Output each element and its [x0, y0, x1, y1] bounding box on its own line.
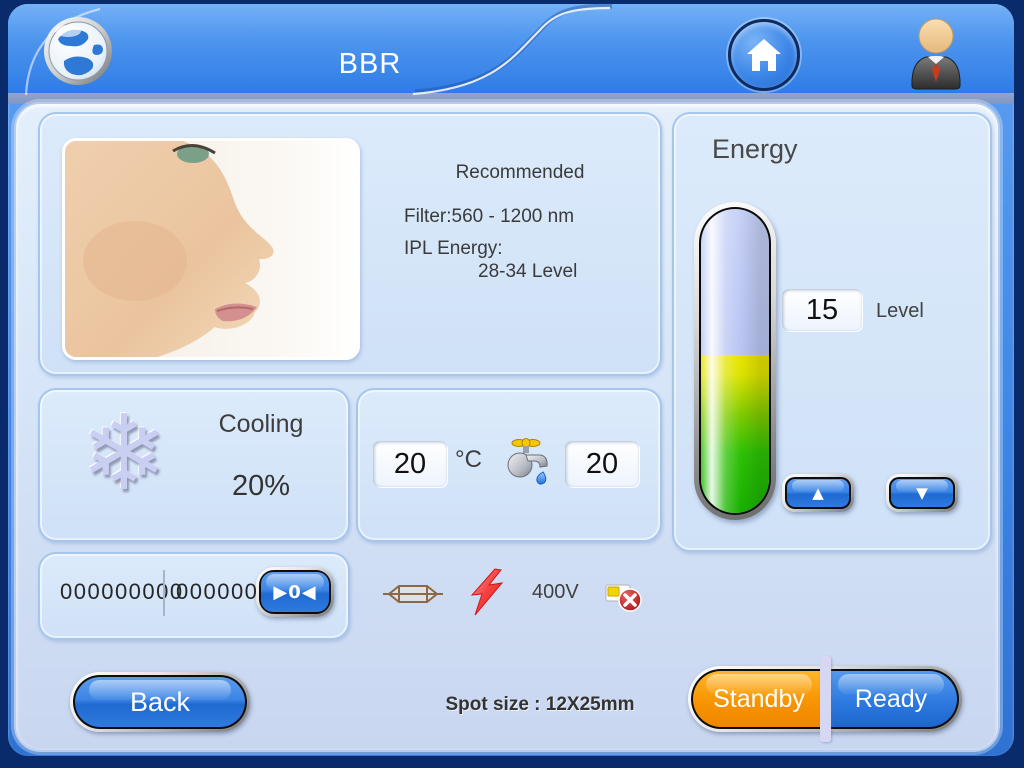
home-icon: [747, 39, 781, 71]
energy-title: Energy: [712, 134, 798, 164]
ipl-energy-value: 28-34 Level: [478, 261, 578, 282]
total-shot-counter: 000000000: [60, 579, 184, 604]
ipl-energy-label: IPL Energy:: [404, 238, 503, 259]
up-arrow-icon: ▲: [787, 479, 849, 507]
temperature-field[interactable]: 20: [373, 441, 447, 487]
voltage-status-label: 400V: [532, 581, 579, 603]
session-shot-counter: 000000: [176, 579, 259, 604]
energy-up-button[interactable]: ▲: [782, 474, 854, 512]
user-button[interactable]: [906, 12, 966, 90]
back-button[interactable]: Back: [70, 672, 250, 732]
page-title: BBR: [338, 48, 402, 80]
cooling-percent: 20%: [231, 470, 291, 502]
cooling-panel: [38, 388, 350, 542]
reset-zero-icon: ▶0◀: [261, 572, 329, 612]
card-disabled-icon: [604, 578, 642, 614]
counter-divider: [163, 570, 165, 616]
globe-icon[interactable]: [42, 15, 114, 87]
energy-level-label: Level: [876, 300, 924, 322]
back-button-label: Back: [75, 677, 245, 727]
lamp-icon: [382, 582, 444, 606]
water-flow-field[interactable]: 20: [565, 441, 639, 487]
recommended-title: Recommended: [455, 162, 585, 183]
ready-button[interactable]: Ready: [825, 671, 957, 727]
mode-divider: [820, 656, 831, 742]
counter-reset-button[interactable]: ▶0◀: [256, 567, 334, 617]
header-bar: [8, 4, 1014, 93]
down-arrow-icon: ▼: [891, 479, 953, 507]
celsius-unit-label: °C: [455, 446, 482, 473]
tap-icon: [506, 436, 554, 488]
user-icon: [911, 18, 961, 90]
energy-gauge: [694, 202, 776, 520]
energy-level-field[interactable]: 15: [782, 289, 862, 331]
filter-range-text: Filter:560 - 1200 nm: [404, 206, 575, 227]
standby-button[interactable]: Standby: [693, 671, 825, 727]
treatment-face-photo: [62, 138, 360, 360]
snowflake-icon: ❄ ❄: [80, 392, 168, 514]
header-divider: [8, 93, 1014, 104]
energy-down-button[interactable]: ▼: [886, 474, 958, 512]
home-button[interactable]: [728, 19, 800, 91]
lightning-icon: [468, 568, 506, 616]
spot-size-label: Spot size : 12X25mm: [445, 694, 635, 715]
cooling-label: Cooling: [218, 410, 304, 438]
